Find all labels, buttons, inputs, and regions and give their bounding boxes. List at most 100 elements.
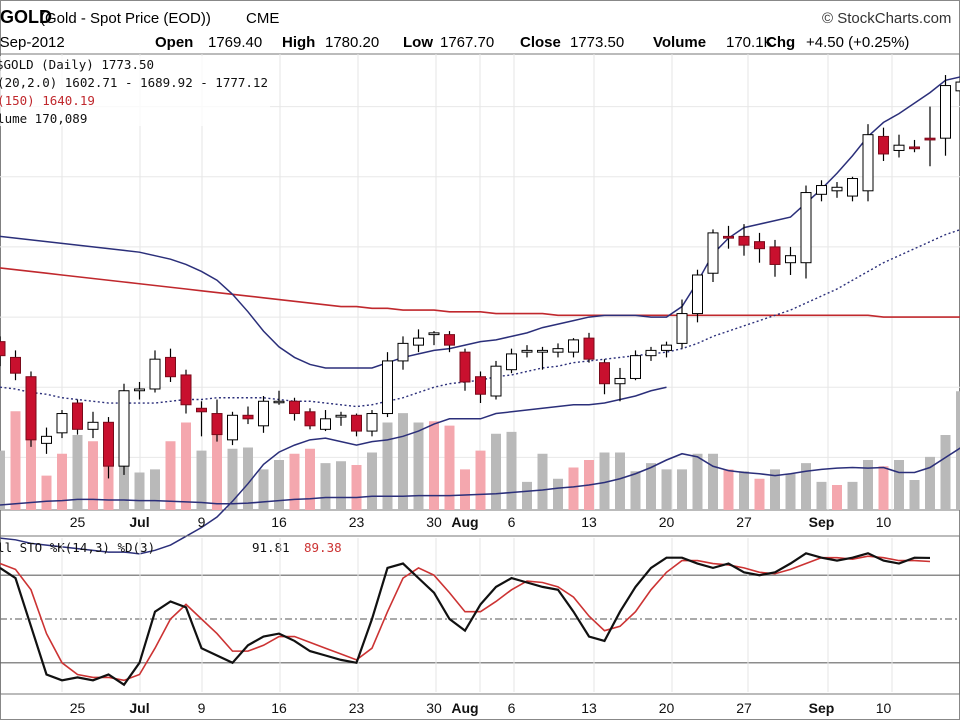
volume-bar [832,485,842,510]
candle-body-up [227,414,238,441]
candle-body-up [258,400,269,427]
volume-ma-line [0,447,960,506]
volume-bar [289,453,300,510]
candle-body-up [816,185,827,195]
ma150-line [0,267,960,318]
volume-bar [460,469,470,510]
x-tick-label: 6 [508,514,516,530]
close-label: Close [520,34,561,51]
candle-body-up [707,232,719,274]
candle [118,383,130,475]
candle [180,369,192,414]
candle [692,269,703,323]
candle [738,224,750,256]
candle [366,410,378,437]
x-tick-label: 13 [581,700,597,716]
volume-bar [615,452,625,510]
volume-bar [26,425,36,510]
candle [211,399,223,442]
volume-bar [134,472,145,510]
candle [87,411,99,439]
volume-bar [165,441,176,510]
candle-body-up [800,192,812,264]
volume-bar [181,422,191,510]
candle-body-up [397,342,409,362]
candle-body-up [785,255,796,264]
candle [397,336,409,370]
x-tick-label: Aug [451,700,478,716]
volume-bar [475,450,486,510]
volume-bar [708,453,718,510]
candle-body-up [506,353,517,371]
x-tick-label: Sep [809,514,835,530]
volume-bar [847,481,858,510]
volume-bar [537,453,548,510]
candle [645,346,657,361]
candle [552,343,564,358]
candle-body-up [413,337,424,346]
volume-bar [940,435,951,510]
candle-body-down [25,376,37,441]
candle [149,350,161,393]
candle [506,348,517,374]
candle [661,341,672,358]
volume-bar [553,478,563,510]
candle-body-down [0,341,6,357]
candle [134,381,145,400]
candle-body-down [583,337,595,360]
candle [769,239,781,277]
high-label: High [282,34,315,51]
candle-body-up [134,388,145,392]
volume-bar [274,460,284,510]
volume-bar [243,447,253,510]
candle-body-up [661,344,672,351]
volume-bar [754,478,765,510]
candle-body-up [537,349,548,353]
volume-bar [522,481,532,510]
candle-body-up [552,348,564,353]
candle-body-up [320,418,331,430]
volume-bar [925,456,935,510]
volume-bar [630,471,641,510]
candle-body-up [490,365,502,397]
candle [800,185,812,279]
candle-body-down [10,356,21,374]
x-tick-label: 10 [876,514,892,530]
candle [351,413,362,437]
candle [25,371,37,447]
candle-body-down [211,413,223,436]
candle [304,408,316,430]
candle [847,176,858,202]
chg-value: +4.50 (+0.25%) [806,34,909,51]
volume-bar [816,481,827,510]
volume-label: Volume [653,34,706,51]
candle [955,81,960,92]
x-tick-label: 20 [659,700,675,716]
legend-background [0,56,270,126]
candle-body-down [196,407,207,413]
x-tick-label: 16 [271,700,287,716]
candle-body-up [273,400,285,404]
volume-bar [878,466,889,510]
x-tick-label: 27 [736,700,752,716]
x-tick-label: 23 [349,514,365,530]
x-tick-label: 13 [581,514,597,530]
x-tick-label: Jul [129,514,149,530]
low-label: Low [403,34,433,51]
sto-d-line [0,555,931,682]
volume-bar [770,469,780,510]
sto-legend-d: 89.38 [304,540,342,555]
candle-body-up [847,178,858,197]
volume-bar [305,448,315,510]
candle-body-up [149,358,161,390]
candle-body-up [56,413,68,434]
candle [614,367,626,402]
x-tick-label: 16 [271,514,287,530]
x-axis-bottom: 25 Jul 9 16 23 30 Aug 6 13 20 27 Sep 10 [70,700,892,716]
candle-body-up [940,85,951,139]
chg-label: Chg [766,34,795,51]
volume-bar [258,469,269,510]
x-tick-label: 25 [70,700,86,716]
x-tick-label: 23 [349,700,365,716]
